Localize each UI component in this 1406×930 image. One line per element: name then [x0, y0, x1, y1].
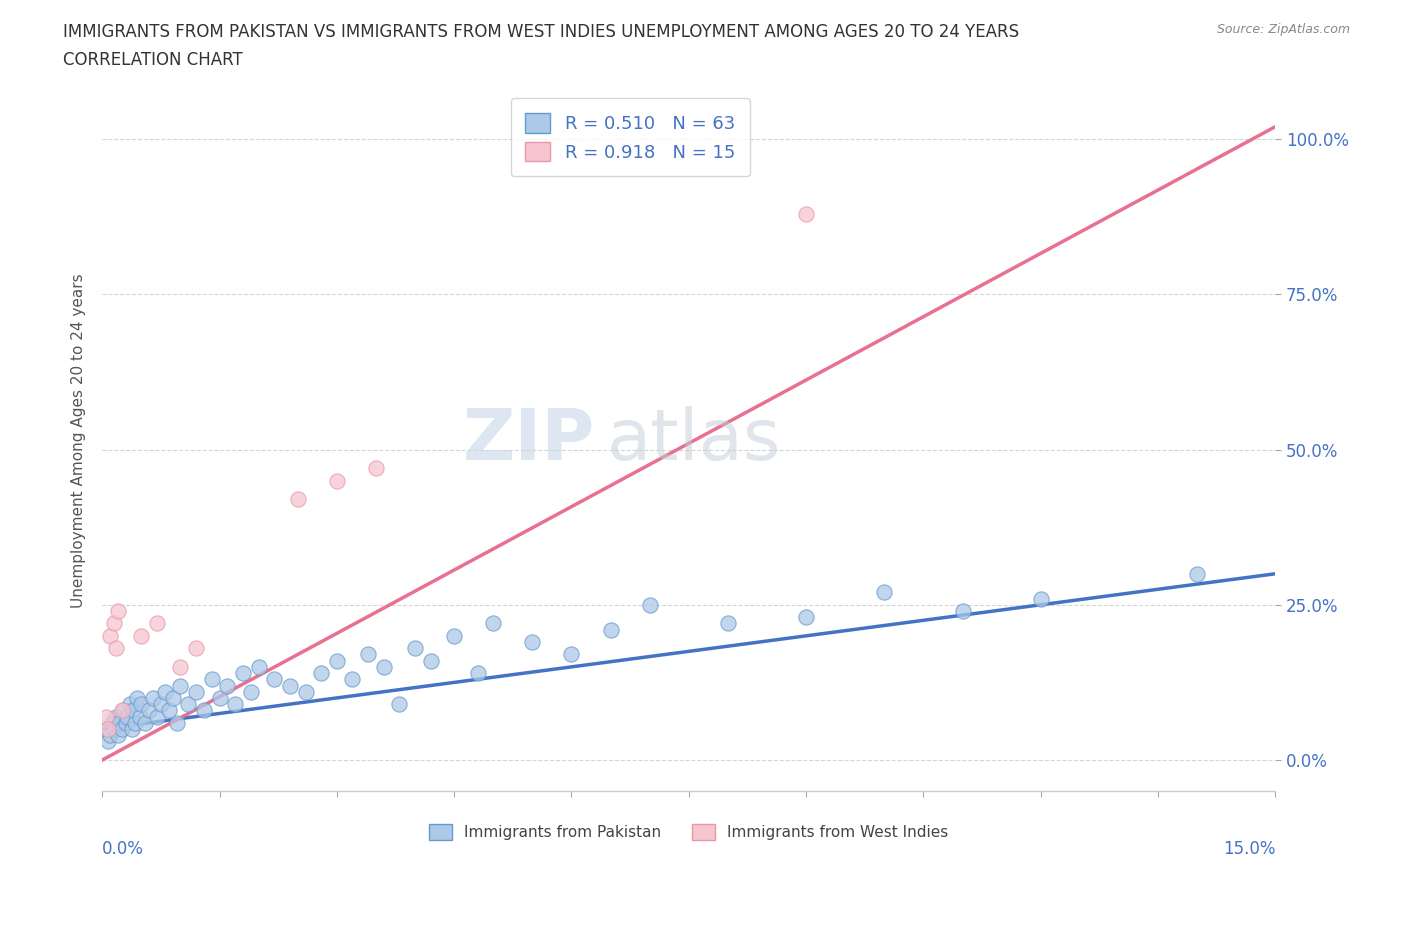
Point: [794, 206, 817, 221]
Point: [103, 616, 125, 631]
Point: [326, 473, 349, 488]
Point: [467, 666, 489, 681]
Point: [247, 659, 270, 674]
Point: [522, 634, 544, 649]
Point: [239, 684, 262, 699]
Point: [224, 697, 246, 711]
Point: [169, 678, 191, 693]
Point: [142, 690, 165, 705]
Point: [94, 709, 117, 724]
Text: CORRELATION CHART: CORRELATION CHART: [63, 51, 243, 69]
Point: [111, 703, 134, 718]
Point: [217, 678, 239, 693]
Point: [952, 604, 974, 618]
Point: [105, 641, 128, 656]
Point: [124, 715, 146, 730]
Point: [157, 703, 180, 718]
Point: [103, 722, 125, 737]
Point: [364, 460, 387, 475]
Point: [373, 659, 395, 674]
Point: [193, 703, 215, 718]
Point: [166, 715, 188, 730]
Point: [100, 715, 122, 730]
Point: [1185, 566, 1208, 581]
Text: atlas: atlas: [606, 405, 782, 474]
Point: [138, 703, 160, 718]
Point: [118, 697, 141, 711]
Point: [404, 641, 426, 656]
Point: [121, 722, 143, 737]
Point: [112, 703, 135, 718]
Point: [309, 666, 332, 681]
Legend: R = 0.510   N = 63, R = 0.918   N = 15: R = 0.510 N = 63, R = 0.918 N = 15: [510, 99, 749, 176]
Point: [482, 616, 505, 631]
Text: 0.0%: 0.0%: [103, 840, 143, 858]
Point: [127, 690, 149, 705]
Point: [107, 604, 129, 618]
Point: [108, 715, 131, 730]
Point: [114, 715, 136, 730]
Point: [794, 610, 817, 625]
Point: [105, 709, 128, 724]
Point: [232, 666, 254, 681]
Text: 15.0%: 15.0%: [1223, 840, 1275, 858]
Point: [149, 697, 172, 711]
Point: [169, 659, 191, 674]
Point: [599, 622, 621, 637]
Point: [873, 585, 896, 600]
Point: [717, 616, 740, 631]
Point: [98, 629, 121, 644]
Point: [122, 703, 145, 718]
Point: [97, 734, 120, 749]
Point: [342, 671, 364, 686]
Point: [263, 671, 285, 686]
Point: [201, 671, 224, 686]
Point: [184, 641, 207, 656]
Point: [287, 492, 309, 507]
Y-axis label: Unemployment Among Ages 20 to 24 years: Unemployment Among Ages 20 to 24 years: [72, 272, 86, 607]
Point: [162, 690, 184, 705]
Point: [146, 616, 169, 631]
Point: [294, 684, 316, 699]
Point: [97, 722, 120, 737]
Point: [131, 697, 153, 711]
Point: [326, 653, 349, 668]
Point: [177, 697, 200, 711]
Point: [94, 722, 117, 737]
Point: [115, 709, 138, 724]
Point: [107, 728, 129, 743]
Text: IMMIGRANTS FROM PAKISTAN VS IMMIGRANTS FROM WEST INDIES UNEMPLOYMENT AMONG AGES : IMMIGRANTS FROM PAKISTAN VS IMMIGRANTS F…: [63, 23, 1019, 41]
Point: [208, 690, 231, 705]
Point: [153, 684, 176, 699]
Point: [1029, 591, 1052, 606]
Point: [388, 697, 411, 711]
Point: [146, 709, 169, 724]
Text: Source: ZipAtlas.com: Source: ZipAtlas.com: [1216, 23, 1350, 36]
Point: [128, 709, 150, 724]
Point: [560, 647, 582, 662]
Point: [111, 722, 134, 737]
Point: [638, 597, 661, 612]
Point: [98, 728, 121, 743]
Point: [278, 678, 301, 693]
Point: [419, 653, 441, 668]
Point: [443, 629, 465, 644]
Point: [134, 715, 156, 730]
Text: ZIP: ZIP: [463, 405, 595, 474]
Point: [131, 629, 153, 644]
Point: [357, 647, 380, 662]
Point: [184, 684, 207, 699]
